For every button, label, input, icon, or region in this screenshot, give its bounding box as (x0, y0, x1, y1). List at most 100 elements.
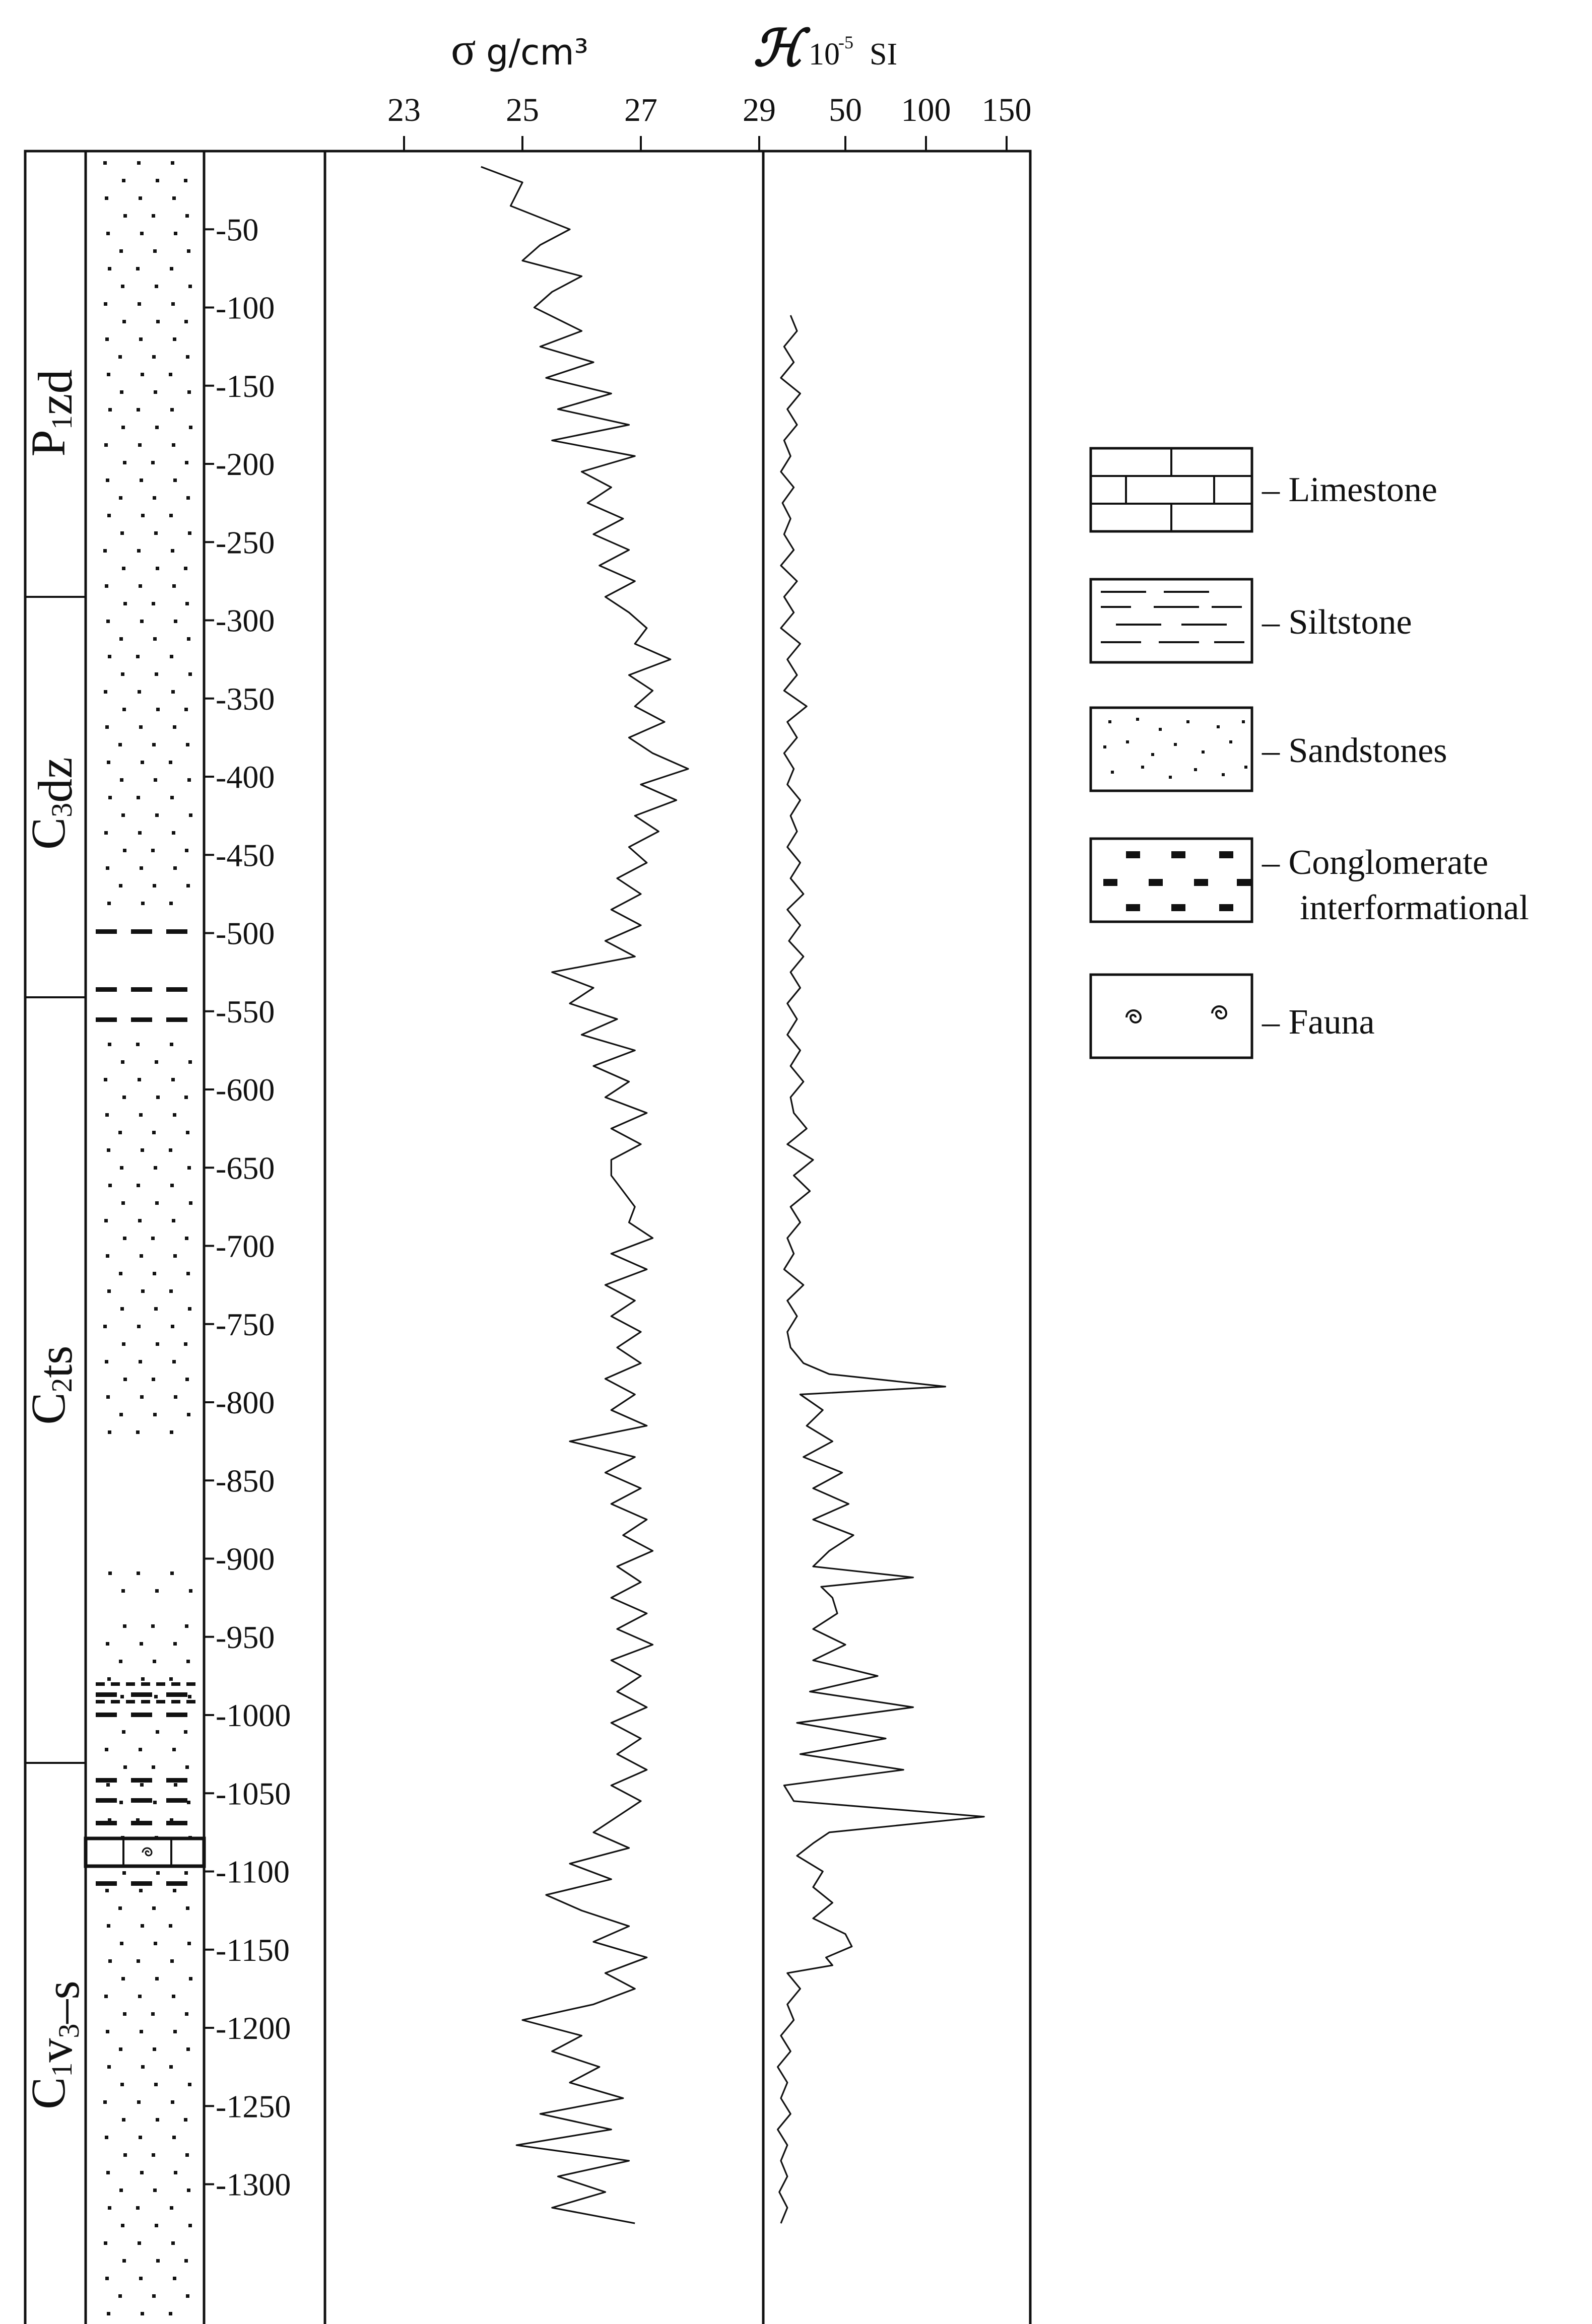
sand-dot-258 (120, 1942, 123, 1945)
sand-dot-63 (120, 531, 124, 535)
sand-dot-205 (151, 1624, 155, 1628)
sand-dot-271 (151, 2012, 155, 2016)
sand-dot-292 (139, 2136, 142, 2139)
sand-dot-269 (172, 1995, 175, 1998)
conglomerate-dash-6-1 (131, 1798, 152, 1803)
sand-dot-223 (156, 1730, 159, 1734)
sand-dot-33 (118, 355, 122, 359)
density-symbol: σ (451, 23, 476, 75)
silt-dash-0-250 (126, 1682, 135, 1686)
sand-dot-105 (120, 778, 123, 782)
legend-item-fauna: – Fauna (1089, 973, 1375, 1059)
sand-dot-93 (122, 708, 126, 711)
sand-dot-4 (156, 179, 159, 182)
sand-dot-16 (153, 249, 157, 253)
sand-sw-dot-14 (1169, 776, 1172, 779)
sand-dot-319 (152, 2294, 156, 2298)
sand-dot-55 (140, 479, 143, 482)
sand-sw-dot-9 (1174, 743, 1177, 746)
sand-dot-60 (107, 514, 111, 517)
sand-dot-174 (120, 1307, 124, 1311)
sand-dot-76 (152, 602, 155, 605)
sand-dot-94 (156, 708, 160, 711)
sand-dot-218 (188, 1695, 191, 1698)
sand-dot-188 (185, 1378, 189, 1381)
depth-label-850: -850 (216, 1463, 275, 1498)
conglomerate-dash-7-0 (96, 1821, 117, 1825)
sand-dot-193 (153, 1413, 157, 1416)
sand-dot-316 (139, 2277, 143, 2280)
sand-dot-57 (119, 496, 122, 500)
sand-dot-168 (119, 1272, 122, 1275)
sand-dot-150 (120, 1166, 123, 1170)
sand-dot-262 (137, 1959, 140, 1963)
sand-dot-91 (138, 690, 141, 694)
sand-dot-263 (170, 1959, 174, 1963)
silt-dash-0-190 (96, 1682, 105, 1686)
depth-label-450: -450 (216, 837, 275, 873)
sand-dot-98 (173, 725, 176, 729)
sand-dot-297 (106, 2171, 110, 2174)
sand-dot-214 (141, 1677, 145, 1681)
sand-dot-139 (156, 1096, 160, 1099)
sand-dot-11 (185, 214, 189, 218)
sand-dot-129 (108, 1043, 111, 1046)
sand-dot-321 (107, 2312, 110, 2315)
suscept-tick-label-100: 100 (901, 92, 951, 128)
sand-dot-314 (184, 2259, 188, 2263)
sand-dot-286 (137, 2100, 141, 2104)
sand-dot-317 (173, 2277, 176, 2280)
sand-dot-90 (104, 690, 107, 694)
sand-dot-185 (172, 1360, 176, 1363)
sand-dot-186 (123, 1378, 127, 1381)
sand-dot-204 (123, 1624, 126, 1628)
depth-label-150: -150 (216, 368, 275, 404)
sand-dot-0 (103, 161, 107, 165)
sand-dot-133 (155, 1060, 158, 1064)
legend-label-fauna: – Fauna (1262, 1003, 1375, 1042)
sand-dot-253 (152, 1906, 156, 1910)
sand-dot-151 (154, 1166, 157, 1170)
sand-dot-196 (136, 1430, 140, 1434)
sand-dot-287 (171, 2100, 174, 2104)
strata-column (25, 596, 86, 1764)
cong-sw-dash-3 (1103, 879, 1117, 886)
sand-dot-173 (169, 1289, 173, 1293)
sand-dot-147 (107, 1148, 110, 1152)
sand-dot-165 (106, 1254, 109, 1258)
sand-dot-157 (155, 1201, 159, 1205)
sand-dot-83 (187, 637, 190, 641)
sand-dot-187 (152, 1378, 155, 1381)
conglomerate-dash-7-1 (131, 1821, 152, 1825)
sand-sw-dot-10 (1202, 750, 1205, 754)
sand-dot-28 (156, 320, 160, 323)
sand-dot-27 (122, 320, 126, 323)
sand-dot-18 (108, 267, 111, 270)
suscept-symbol: ℋ (753, 21, 811, 77)
conglomerate-dash-4-1 (131, 1713, 152, 1717)
sand-dot-50 (172, 443, 175, 447)
sand-dot-251 (173, 1889, 176, 1892)
sand-dot-122 (173, 866, 177, 870)
sand-dot-260 (187, 1942, 191, 1945)
sand-dot-209 (173, 1642, 177, 1646)
sand-dot-42 (108, 408, 112, 412)
sand-dot-279 (107, 2065, 111, 2069)
silt-dash-0-220 (111, 1682, 120, 1686)
sand-dot-44 (170, 408, 174, 412)
sand-dot-9 (123, 214, 127, 218)
sand-dot-228 (123, 1765, 127, 1769)
sand-dot-38 (169, 373, 172, 376)
legend-label-conglomerate: – Conglomerate (1262, 843, 1488, 882)
sand-dot-259 (154, 1942, 157, 1945)
conglomerate-swatch (1089, 837, 1253, 923)
sand-dot-145 (152, 1131, 156, 1134)
sand-dot-7 (139, 196, 142, 200)
sand-dot-285 (103, 2100, 107, 2104)
sand-dot-230 (185, 1765, 189, 1769)
sand-dot-108 (108, 796, 112, 799)
sand-dot-191 (174, 1395, 177, 1399)
depth-label-1200: -1200 (216, 2010, 291, 2046)
silt-dash-1-310 (156, 1700, 165, 1703)
sand-dot-126 (107, 902, 111, 905)
